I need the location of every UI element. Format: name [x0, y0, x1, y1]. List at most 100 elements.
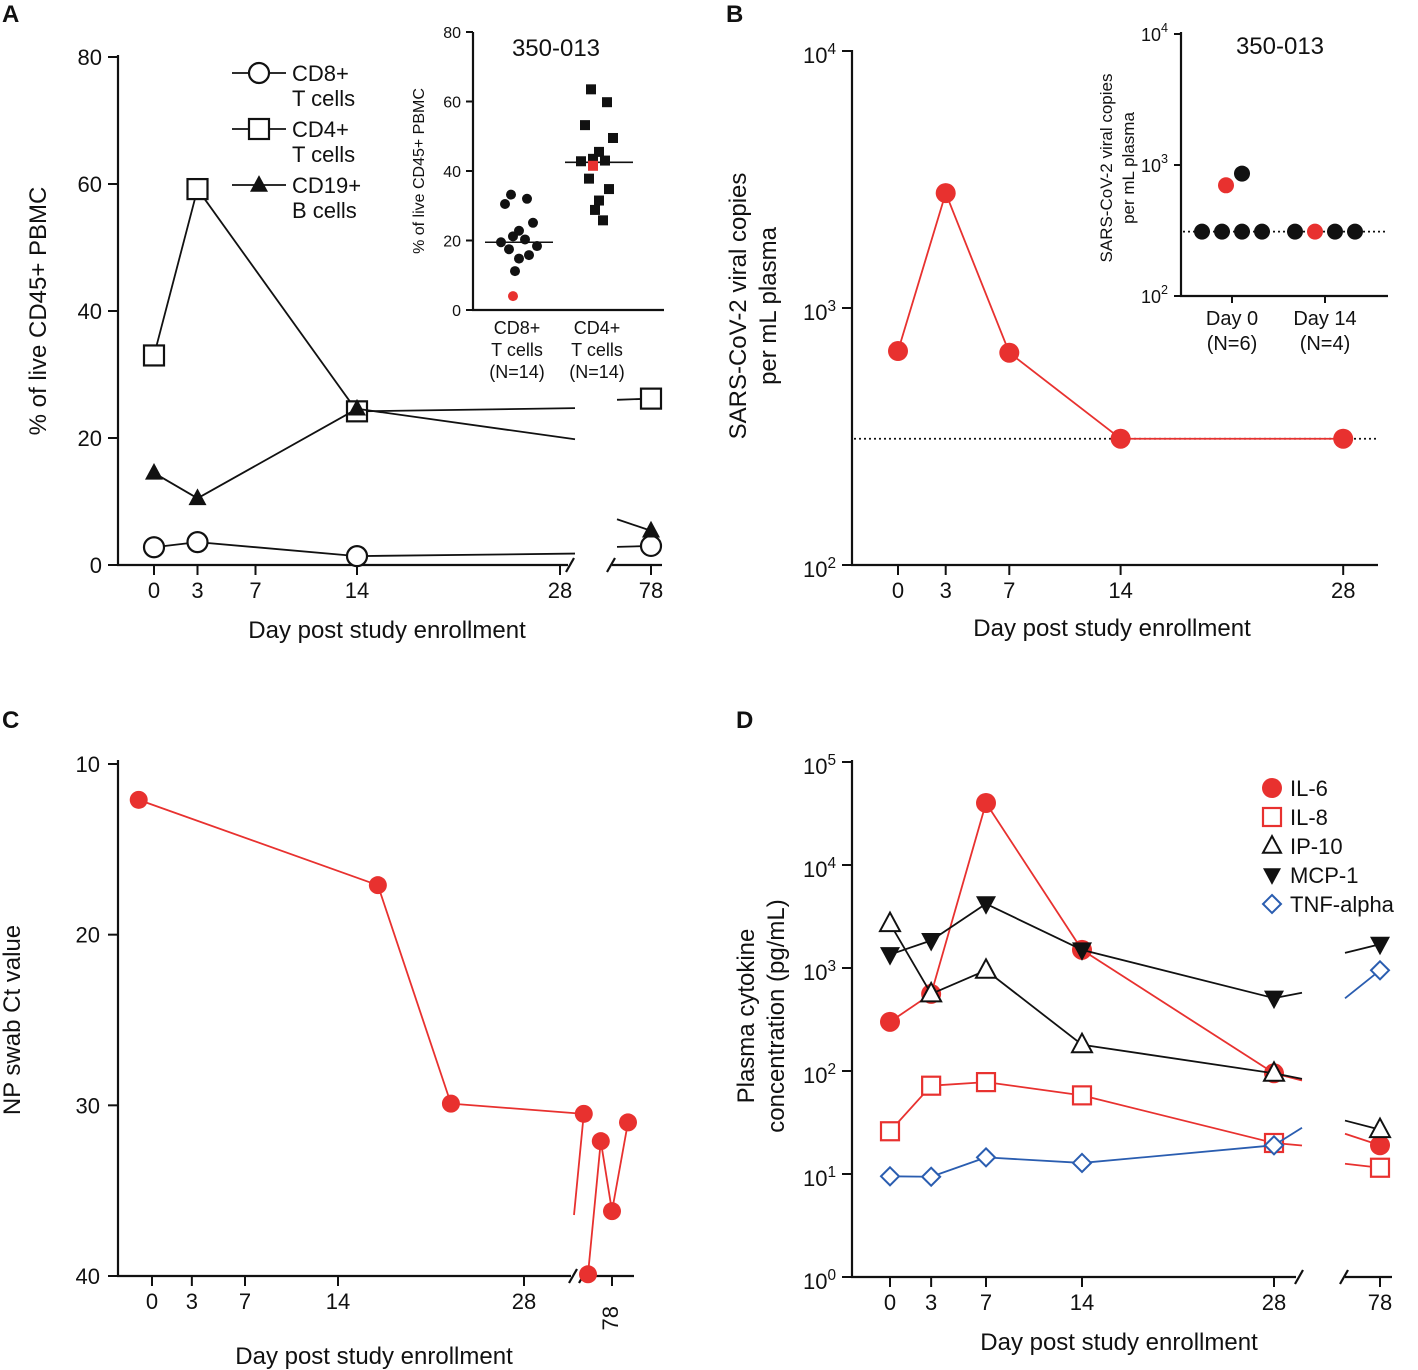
legend-label-tnf-alpha: TNF-alpha	[1290, 892, 1395, 917]
inset-data-point	[532, 241, 542, 252]
inset-data-point	[506, 189, 516, 200]
panel-label-c: C	[2, 707, 19, 734]
series-line-ip-10	[889, 923, 932, 995]
panel-b-chart: 102 103 104 0 3 7 14 28 Day post study enrollmen…	[725, 41, 1378, 642]
data-point-CD19+	[642, 520, 660, 538]
inset-title: 350-013	[512, 35, 600, 62]
inset-data-point	[602, 97, 612, 108]
series-line-il-6	[930, 802, 987, 995]
data-point-ip-10	[878, 910, 902, 933]
x-tick-label-78: 78	[1368, 1290, 1392, 1315]
inset-group-label-1-line-3: (N=14)	[489, 362, 545, 382]
inset-group-label-1-line-2: (N=6)	[1207, 333, 1258, 355]
y-tick-label-20: 20	[76, 923, 100, 948]
data-point-CD4+	[142, 344, 166, 367]
legend-label-CD4+-line-2: T cells	[292, 142, 355, 167]
x-tick-label-3: 3	[940, 578, 952, 603]
inset-data-point	[520, 234, 530, 245]
inset-data-point	[1347, 223, 1363, 240]
inset-data-point	[576, 156, 586, 167]
x-tick-label-78: 78	[598, 1306, 623, 1330]
x-tick-label-28: 28	[548, 578, 572, 603]
y-tick-label-10^3: 103	[803, 958, 836, 985]
series-line-CD4+ T cells	[153, 188, 199, 356]
inset-data-point	[1307, 223, 1323, 240]
x-tick-label-0: 0	[884, 1290, 896, 1315]
data-point-CD19+	[188, 488, 207, 506]
data-point	[579, 1265, 597, 1284]
x-tick-label-28: 28	[1331, 578, 1355, 603]
inset-group-label-2-line-1: CD4+	[574, 318, 621, 338]
data-point	[574, 1104, 593, 1123]
series-line-mcp-1	[985, 902, 1083, 951]
legend-label-CD4+-line-1: CD4+	[292, 117, 349, 142]
inset-y-axis-title: % of live CD45+ PBMC	[411, 88, 428, 254]
x-tick-label-7: 7	[1003, 578, 1015, 603]
series-line	[1008, 351, 1122, 440]
data-point-mcp-1	[1370, 936, 1390, 956]
data-point-tnf-alpha	[1263, 1134, 1285, 1156]
data-point-CD8+	[345, 545, 369, 568]
data-point	[619, 1113, 637, 1132]
x-tick-label-7: 7	[980, 1290, 992, 1315]
legend-label-CD19+-line-1: CD19+	[292, 173, 361, 198]
inset-data-point	[588, 160, 598, 171]
series-line	[897, 192, 947, 352]
y-tick-label-60: 60	[78, 172, 102, 197]
inset-y-tick-label-0: 0	[452, 303, 461, 320]
data-point	[129, 790, 148, 809]
data-point-CD4+	[186, 177, 209, 201]
panel-label-a: A	[2, 1, 19, 28]
series-line	[611, 1122, 629, 1212]
x-tick-label-7: 7	[249, 578, 261, 603]
x-axis-title: Day post study enrollment	[973, 615, 1251, 642]
y-tick-label-10^1: 101	[803, 1164, 836, 1191]
legend-marker-CD4+	[247, 117, 271, 141]
inset-data-point	[514, 253, 524, 264]
legend-label-il-6: IL-6	[1290, 776, 1328, 801]
data-point	[603, 1202, 621, 1221]
inset-data-point	[584, 173, 594, 184]
inset-data-point	[590, 204, 600, 215]
series-line-il-6	[985, 802, 1083, 951]
y-tick-label-10^3: 103	[803, 298, 836, 325]
inset-data-point	[504, 244, 514, 255]
inset-data-point	[510, 266, 520, 277]
inset-group-label-1-line-1: Day 0	[1206, 308, 1258, 330]
inset-group-label-1-line-1: CD8+	[494, 318, 541, 338]
x-tick-label-28: 28	[1262, 1290, 1286, 1315]
data-point-mcp-1	[1072, 942, 1092, 961]
inset-y-tick-label-40: 40	[443, 164, 461, 181]
x-axis-break-mark-1	[1294, 1269, 1304, 1285]
x-tick-label-14: 14	[326, 1289, 350, 1314]
series-line-mcp-1	[1081, 948, 1275, 999]
data-point	[935, 183, 956, 204]
series-line	[138, 798, 379, 887]
x-axis-title: Day post study enrollment	[235, 1343, 513, 1370]
data-point-CD4+	[639, 387, 663, 410]
inset-data-point	[508, 231, 518, 242]
panel-a-chart: 0 20 40 60 80 0 3 7 14 28 78 Day post study enrollm…	[25, 45, 663, 644]
x-axis-title: Day post study enrollment	[980, 1329, 1258, 1356]
data-point-il-8	[1071, 1085, 1093, 1106]
inset-data-point	[594, 146, 604, 157]
x-tick-label-78: 78	[639, 578, 663, 603]
data-point-mcp-1	[880, 947, 900, 966]
inset-y-tick-label-10^2: 102	[1141, 283, 1168, 307]
inset-data-point	[528, 217, 538, 228]
series-line	[587, 1141, 602, 1275]
data-point-tnf-alpha	[975, 1146, 997, 1168]
panel-b-inset-chart: 102 103 104 350-013 SARS-CoV-2 viral copies p…	[1097, 21, 1388, 355]
data-point-il-6	[976, 792, 996, 813]
inset-data-point	[580, 120, 590, 131]
x-axis-break-mark-2	[606, 557, 616, 573]
data-point-tnf-alpha	[1369, 959, 1391, 981]
y-axis-title-line-1: SARS-CoV-2 viral copies	[725, 173, 752, 440]
x-axis-break-mark-1	[568, 1268, 578, 1284]
y-tick-label-10^2: 102	[803, 1061, 836, 1088]
inset-data-point	[608, 132, 618, 143]
data-point	[441, 1094, 460, 1113]
x-tick-label-14: 14	[1070, 1290, 1094, 1315]
series-line-CD19+ B cells	[616, 518, 652, 532]
